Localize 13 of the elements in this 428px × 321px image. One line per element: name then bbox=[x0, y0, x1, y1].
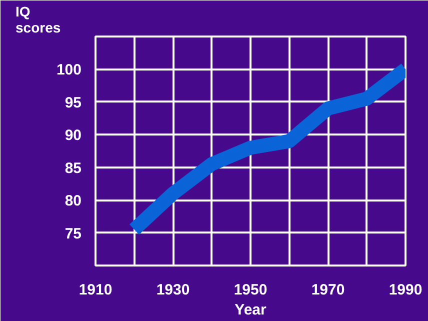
x-tick-label: 1950 bbox=[234, 282, 268, 298]
y-tick-label: 80 bbox=[64, 192, 82, 210]
y-tick-label: 100 bbox=[56, 62, 82, 79]
y-tick-label: 90 bbox=[64, 127, 82, 144]
x-tick-label: 1990 bbox=[388, 282, 422, 298]
y-axis-title: IQ scores bbox=[16, 4, 61, 36]
x-tick-label: 1910 bbox=[78, 282, 112, 298]
y-tick-label: 95 bbox=[64, 94, 82, 112]
y-tick-label: 85 bbox=[64, 160, 82, 177]
y-tick-label: 75 bbox=[64, 225, 82, 242]
x-tick-label: 1970 bbox=[311, 282, 345, 298]
x-axis-title: Year bbox=[234, 302, 267, 318]
x-tick-label: 1930 bbox=[156, 282, 190, 298]
